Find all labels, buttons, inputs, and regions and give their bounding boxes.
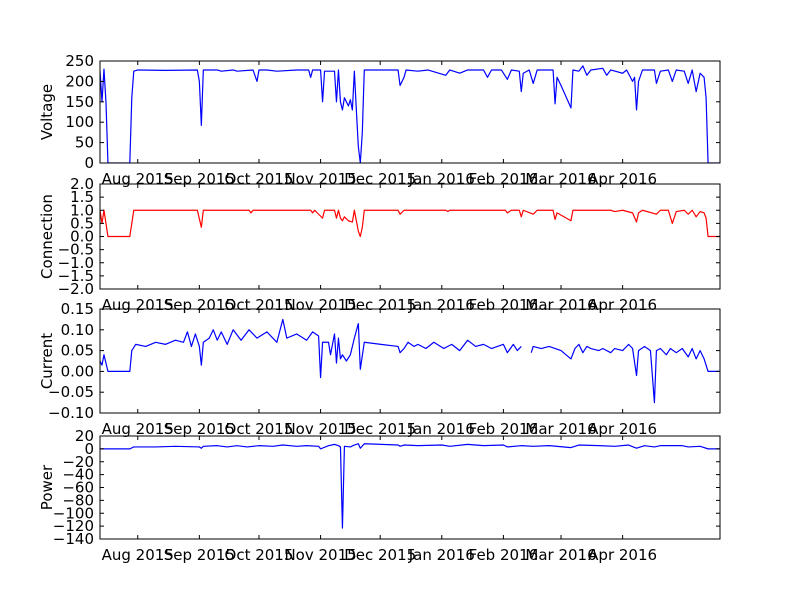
y-tick-label: 0: [84, 440, 94, 458]
axes-frame: [99, 308, 721, 414]
y-tick-label: 200: [65, 72, 94, 90]
x-tick-label: Sep 2015: [164, 420, 235, 438]
y-tick-label: 250: [65, 52, 94, 70]
series-line-1: [100, 318, 522, 379]
x-tick-label: Oct 2015: [225, 420, 294, 438]
x-tick-label: Nov 2015: [284, 546, 356, 564]
y-tick-label: −20: [62, 453, 94, 471]
y-axis-label: Power: [38, 464, 56, 510]
x-tick-label: Dec 2015: [344, 420, 416, 438]
y-tick-label: 1.5: [70, 188, 94, 206]
y-tick-label: −120: [53, 517, 94, 535]
y-tick-label: −40: [62, 466, 94, 484]
axes-frame: [99, 60, 721, 164]
x-tick-label: Mar 2016: [525, 420, 596, 438]
x-tick-label: Apr 2016: [588, 420, 657, 438]
x-tick-label: Aug 2015: [102, 546, 174, 564]
y-tick-label: 0.0: [70, 228, 94, 246]
y-tick-label: −0.05: [48, 383, 94, 401]
y-tick-label: 0.15: [61, 300, 94, 318]
y-tick-label: 0.05: [61, 342, 94, 360]
x-tick-label: Apr 2016: [588, 546, 657, 564]
y-tick-label: 0.10: [61, 321, 94, 339]
y-tick-label: −80: [62, 491, 94, 509]
y-tick-label: −100: [53, 504, 94, 522]
y-tick-label: −1.5: [58, 267, 94, 285]
series-line-1: [100, 443, 720, 529]
y-tick-label: 100: [65, 113, 94, 131]
y-tick-label: 0.00: [61, 362, 94, 380]
y-tick-label: 20: [75, 427, 94, 445]
x-tick-label: Jan 2016: [408, 546, 475, 564]
y-tick-label: −1.0: [58, 254, 94, 272]
y-tick-label: 2.0: [70, 175, 94, 193]
y-tick-label: 1.0: [70, 201, 94, 219]
y-tick-label: 150: [65, 93, 94, 111]
y-tick-label: 50: [75, 134, 94, 152]
y-axis-label: Voltage: [38, 84, 56, 140]
axes-frame: [99, 435, 721, 540]
series-line-1: [100, 65, 720, 163]
y-tick-label: 0: [84, 154, 94, 172]
y-tick-label: −2.0: [58, 280, 94, 298]
y-axis-label: Current: [38, 333, 56, 389]
x-tick-label: Dec 2015: [344, 546, 416, 564]
series-line-1: [100, 209, 720, 238]
y-tick-label: 0.5: [70, 214, 94, 232]
y-tick-label: −0.10: [48, 404, 94, 422]
x-tick-label: Nov 2015: [284, 420, 356, 438]
x-tick-label: Feb 2016: [469, 420, 539, 438]
x-tick-label: Aug 2015: [102, 420, 174, 438]
x-tick-label: Sep 2015: [164, 546, 235, 564]
x-tick-label: Mar 2016: [525, 546, 596, 564]
y-tick-label: −60: [62, 479, 94, 497]
x-tick-label: Feb 2016: [469, 546, 539, 564]
y-axis-label: Connection: [38, 194, 56, 279]
x-tick-label: Oct 2015: [225, 546, 294, 564]
axes-frame: [99, 183, 721, 290]
series-line-2: [530, 343, 720, 404]
y-tick-label: −0.5: [58, 241, 94, 259]
y-tick-label: −140: [53, 530, 94, 548]
x-tick-label: Jan 2016: [408, 420, 475, 438]
